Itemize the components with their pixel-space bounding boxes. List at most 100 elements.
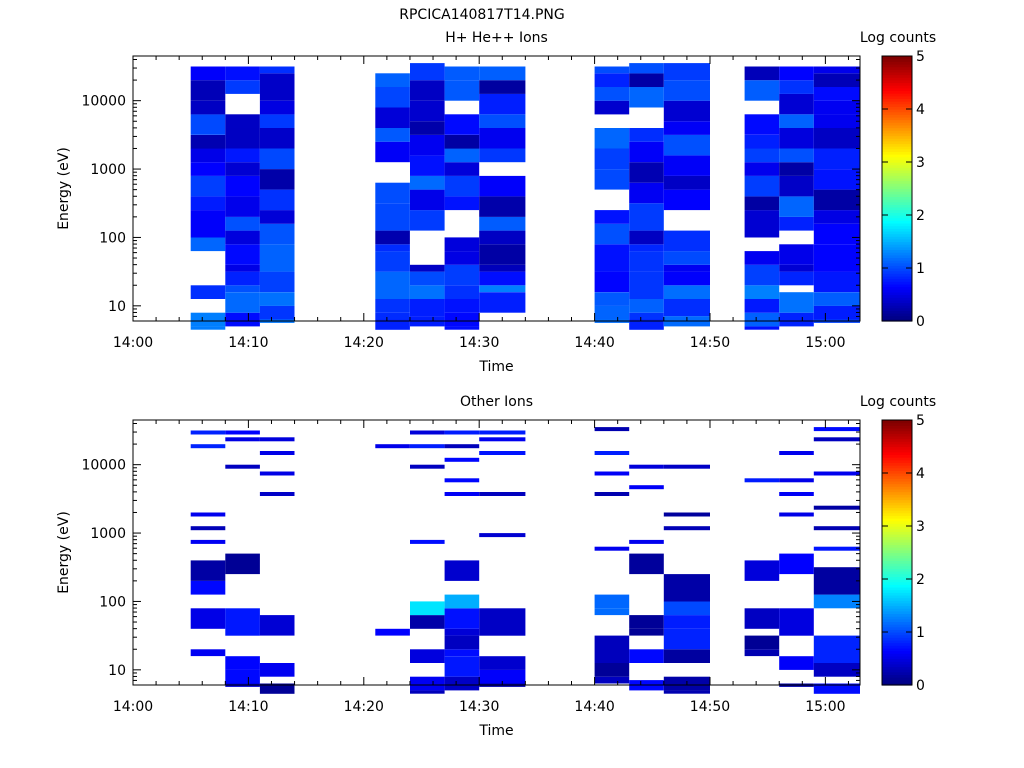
heatmap-cell xyxy=(663,80,710,101)
heatmap-cell xyxy=(629,203,664,231)
heatmap-cell xyxy=(225,285,260,293)
heatmap-cell xyxy=(779,244,814,265)
heatmap-cell xyxy=(629,162,664,183)
colorbar-segment xyxy=(882,430,912,434)
colorbar-segment xyxy=(882,565,912,569)
colorbar-segment xyxy=(882,510,912,514)
x-tick-label: 14:20 xyxy=(344,699,384,715)
heatmap-cell xyxy=(594,244,630,272)
colorbar-segment xyxy=(882,207,912,211)
colorbar-segment xyxy=(882,222,912,227)
heatmap-cell xyxy=(259,271,295,293)
colorbar-segment xyxy=(882,249,912,253)
heatmap-cell xyxy=(629,230,664,245)
heatmap-cell xyxy=(444,649,480,657)
colorbar-segment xyxy=(882,79,912,84)
heatmap-cell xyxy=(813,526,860,531)
heatmap-cell xyxy=(259,437,295,442)
heatmap-cell xyxy=(444,251,480,265)
heatmap-cell xyxy=(594,271,630,293)
heatmap-cell xyxy=(410,271,445,286)
heatmap-cell xyxy=(594,608,630,616)
colorbar-segment xyxy=(882,465,912,469)
colorbar-segment xyxy=(882,526,912,530)
colorbar-segment xyxy=(882,124,912,129)
colorbar-segment xyxy=(882,443,912,448)
heatmap-cell xyxy=(375,271,410,299)
colorbar-segment xyxy=(882,66,912,70)
heatmap-cell xyxy=(479,93,526,115)
heatmap-cell xyxy=(663,615,710,629)
colorbar-segment xyxy=(882,209,912,213)
colorbar-segment xyxy=(882,639,912,644)
heatmap-cell xyxy=(375,87,410,108)
heatmap-cell xyxy=(375,444,410,449)
heatmap-cell xyxy=(594,676,630,684)
colorbar-segment xyxy=(882,310,912,314)
colorbar-segment xyxy=(882,451,912,456)
heatmap-cell xyxy=(779,264,814,272)
colorbar-segment xyxy=(882,420,912,424)
colorbar-segment xyxy=(882,103,912,107)
heatmap-cell xyxy=(190,134,226,149)
heatmap-cell xyxy=(779,66,814,81)
colorbar-segment xyxy=(882,95,912,99)
colorbar-segment xyxy=(882,148,912,152)
colorbar-segment xyxy=(882,602,912,607)
colorbar-segment xyxy=(882,642,912,646)
colorbar-segment xyxy=(882,109,912,113)
colorbar-segment xyxy=(882,592,912,596)
heatmap-cell xyxy=(375,251,410,272)
heatmap-cell xyxy=(594,223,630,245)
colorbar-segment xyxy=(882,58,912,62)
colorbar-segment xyxy=(882,661,912,665)
colorbar-segment xyxy=(882,220,912,224)
heatmap-cell xyxy=(259,471,295,476)
colorbar-segment xyxy=(882,130,912,134)
heatmap-cell xyxy=(479,292,526,313)
colorbar-segment xyxy=(882,435,912,440)
y-tick-label: 100 xyxy=(99,594,126,610)
heatmap-cell xyxy=(225,175,260,197)
heatmap-cell xyxy=(663,526,710,531)
heatmap-cell xyxy=(479,230,526,245)
colorbar-label: Log counts xyxy=(860,394,936,410)
heatmap-cell xyxy=(744,162,780,176)
colorbar-segment xyxy=(882,666,912,670)
x-tick-label: 14:40 xyxy=(574,699,614,715)
heatmap-cell xyxy=(225,430,260,435)
colorbar-segment xyxy=(882,71,912,76)
colorbar-segment xyxy=(882,135,912,139)
colorbar-segment xyxy=(882,573,912,577)
heatmap-cell xyxy=(813,169,860,190)
heatmap-cell xyxy=(444,326,480,330)
heatmap-cell xyxy=(225,244,260,265)
heatmap-cell xyxy=(444,175,480,197)
colorbar-segment xyxy=(882,297,912,301)
colorbar-segment xyxy=(882,305,912,309)
colorbar-segment xyxy=(882,177,912,182)
panel-title: H+ He++ Ions xyxy=(445,30,548,46)
colorbar-segment xyxy=(882,289,912,293)
heatmap-cell xyxy=(259,128,295,149)
heatmap-cell xyxy=(813,128,860,149)
heatmap-cell xyxy=(779,175,814,197)
heatmap-cell xyxy=(663,512,710,517)
colorbar-segment xyxy=(882,669,912,673)
heatmap-cell xyxy=(444,148,480,163)
heatmap-cell xyxy=(779,608,814,636)
heatmap-cell xyxy=(225,66,260,81)
x-tick-label: 14:20 xyxy=(344,335,384,351)
x-tick-label: 14:50 xyxy=(690,335,730,351)
colorbar-segment xyxy=(882,584,912,588)
heatmap-cell xyxy=(744,80,780,101)
colorbar-segment xyxy=(882,98,912,102)
heatmap-cell xyxy=(813,663,860,677)
colorbar-tick-label: 4 xyxy=(916,466,925,482)
heatmap-cell xyxy=(444,80,480,101)
colorbar-segment xyxy=(882,629,912,633)
heatmap-cell xyxy=(190,580,226,595)
heatmap-cell xyxy=(594,471,630,476)
colorbar-segment xyxy=(882,93,912,97)
heatmap-cell xyxy=(813,471,860,476)
